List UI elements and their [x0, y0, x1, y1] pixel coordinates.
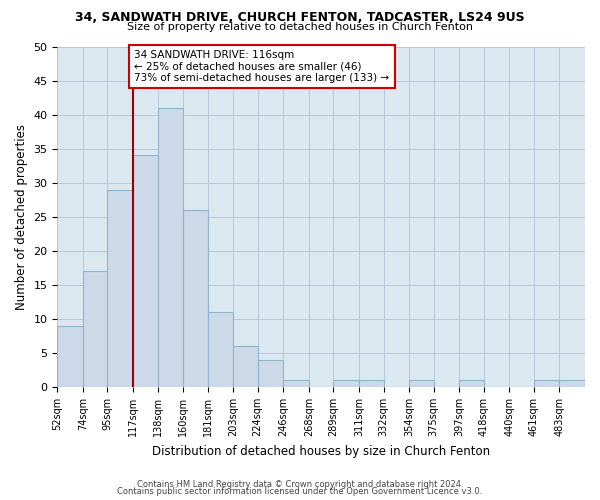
Text: 34 SANDWATH DRIVE: 116sqm
← 25% of detached houses are smaller (46)
73% of semi-: 34 SANDWATH DRIVE: 116sqm ← 25% of detac…	[134, 50, 389, 83]
Bar	[233, 346, 258, 387]
Bar	[107, 190, 133, 387]
Bar	[334, 380, 359, 387]
X-axis label: Distribution of detached houses by size in Church Fenton: Distribution of detached houses by size …	[152, 444, 490, 458]
Y-axis label: Number of detached properties: Number of detached properties	[15, 124, 28, 310]
Bar	[534, 380, 559, 387]
Bar	[58, 326, 83, 387]
Bar	[158, 108, 183, 387]
Bar	[83, 272, 107, 387]
Bar	[459, 380, 484, 387]
Text: Contains HM Land Registry data © Crown copyright and database right 2024.: Contains HM Land Registry data © Crown c…	[137, 480, 463, 489]
Bar	[208, 312, 233, 387]
Bar	[183, 210, 208, 387]
Bar	[133, 156, 158, 387]
Bar	[258, 360, 283, 387]
Bar	[559, 380, 585, 387]
Text: Contains public sector information licensed under the Open Government Licence v3: Contains public sector information licen…	[118, 487, 482, 496]
Bar	[409, 380, 434, 387]
Text: 34, SANDWATH DRIVE, CHURCH FENTON, TADCASTER, LS24 9US: 34, SANDWATH DRIVE, CHURCH FENTON, TADCA…	[75, 11, 525, 24]
Bar	[359, 380, 383, 387]
Text: Size of property relative to detached houses in Church Fenton: Size of property relative to detached ho…	[127, 22, 473, 32]
Bar	[283, 380, 309, 387]
